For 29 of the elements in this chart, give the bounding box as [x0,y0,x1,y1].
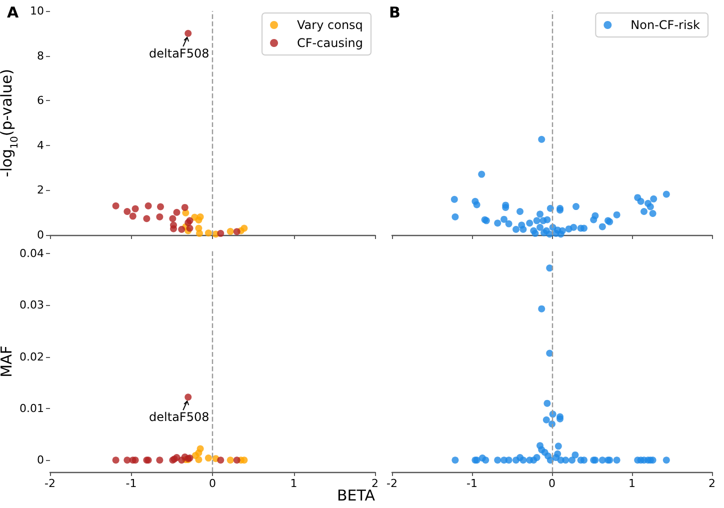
y-axis-title: -log10(p-value) [0,68,20,178]
x-tick-label: 2 [708,477,716,490]
annotation: deltaF508 [149,46,210,60]
y-tick-label: 10 [30,4,44,18]
legend-label: Non-CF-risk [630,18,700,32]
x-tick-label: 0 [548,477,556,490]
chart-title: A [7,4,19,22]
x-tick-label: -1 [466,477,478,490]
x-tick-label: 0 [209,477,216,490]
x-tick-label: -2 [44,477,56,490]
x-tick-label: 1 [290,477,298,490]
annotation: deltaF508 [149,410,210,424]
y-tick-label: 6 [37,94,44,108]
y-tick-label: 4 [37,138,44,152]
x-tick-label: 1 [628,477,636,490]
x-tick-label: -2 [386,477,398,490]
y-tick-label: 0.02 [20,350,44,364]
legend-label: CF-causing [297,36,364,50]
y-axis-title: MAF [0,346,16,378]
x-tick-label: -1 [126,477,137,490]
chart-title: B [389,4,400,22]
y-tick-label: 2 [37,184,44,197]
y-tick-label: 0.03 [20,298,44,312]
y-tick-label: 0.01 [20,402,44,415]
y-tick-label: 0.04 [20,247,44,260]
y-tick-label: 0 [37,228,44,242]
legend-label: Vary consq [297,18,363,32]
y-tick-label: 8 [37,49,44,62]
y-tick-label: 0 [37,454,44,467]
